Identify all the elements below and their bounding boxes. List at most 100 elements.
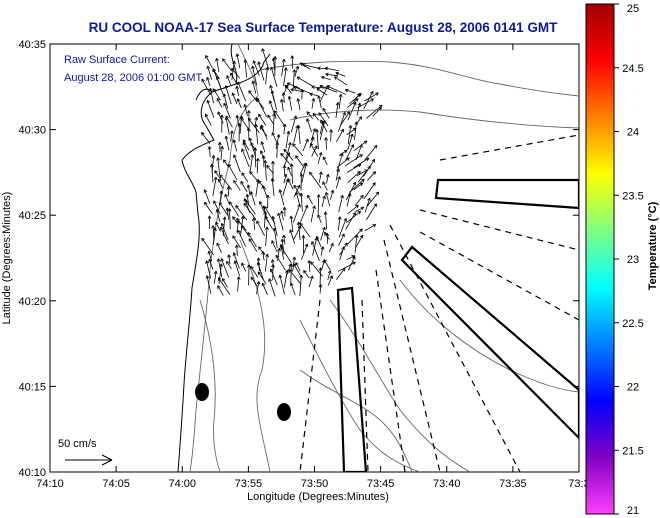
current-vector [211,225,216,240]
current-vector [264,206,276,224]
current-vector [270,90,277,110]
current-vector [292,263,302,276]
current-vector [344,88,356,94]
current-vector [204,113,212,126]
current-vector [322,156,328,166]
current-vector [364,224,377,232]
current-vector [271,132,278,143]
current-vector [296,125,301,144]
current-vector [246,127,251,141]
current-vector [216,242,222,253]
current-vector [226,75,232,85]
current-vector [336,128,344,143]
current-vector [327,270,332,281]
current-vector [275,134,281,149]
current-vector [301,243,309,260]
current-vector [300,89,305,100]
current-vector [299,173,304,191]
current-vector [338,194,344,213]
scale-label: 50 cm/s [58,438,97,450]
current-vector [261,48,269,69]
current-vector [243,104,248,117]
current-vector [312,237,318,256]
current-vector [256,281,261,295]
current-vector [282,178,289,196]
current-vector [344,154,363,167]
station-marker [277,403,291,421]
colorbar-tick-label: 24.5 [622,63,643,75]
current-vector [278,274,285,295]
current-vector [251,65,258,86]
current-vector [236,98,242,109]
current-vector [346,163,362,173]
current-vector [318,284,323,294]
y-axis-label: Latitude (Degrees:Minutes) [1,192,13,325]
y-tick-label: 40:25 [18,210,46,222]
current-vector [217,277,231,295]
current-vector [230,72,238,85]
current-vector [269,268,278,286]
current-vector [256,257,261,272]
map-area [49,43,580,473]
current-vector [265,67,270,85]
current-vector [233,260,240,277]
current-vector [232,235,241,249]
current-vector [258,113,267,126]
current-vector [323,259,331,271]
current-vector [219,174,233,190]
current-vector [354,234,359,253]
current-vector [347,228,363,245]
current-vector [367,171,377,181]
current-vector [226,260,232,270]
current-vector [249,191,256,206]
current-vector [215,76,224,95]
figure-title: RU COOL NOAA-17 Sea Surface Temperature:… [89,20,558,35]
current-vector [292,203,301,223]
current-vector [311,145,318,157]
current-vector [311,98,316,109]
current-vector [345,144,354,161]
current-vector [302,63,320,70]
current-vector [322,107,330,119]
current-vector [364,92,379,102]
current-vector [241,262,247,272]
current-vector [216,258,223,278]
current-vector [227,254,231,265]
station-marker [195,383,209,401]
current-vector [346,192,352,207]
current-vector [255,178,260,197]
x-tick-label: 73:40 [433,478,461,490]
current-vector [338,111,346,132]
current-vector [232,216,239,225]
current-vector [299,274,304,297]
current-vector [312,112,320,121]
current-vector [366,203,377,220]
current-vector [289,215,294,232]
current-vector [278,189,285,206]
current-vector [320,246,325,256]
current-vector [215,57,220,72]
current-vector [339,246,345,261]
current-vector [281,58,286,77]
current-vector [241,172,249,183]
current-vector [347,125,353,145]
current-vector [363,182,376,200]
current-vector [309,171,322,189]
current-vector [236,276,241,292]
current-vector [284,84,292,94]
current-vector [289,263,294,285]
current-vector [231,60,236,81]
current-vector [216,157,221,176]
current-vector [364,144,378,161]
surface-current-vectors [201,48,383,297]
current-vector [257,271,267,285]
current-vector [212,88,221,101]
current-vector [206,65,213,80]
current-vector [235,53,241,69]
current-vector [315,129,319,150]
current-vector [222,93,229,109]
current-vector [290,88,304,93]
current-vector [270,259,275,269]
current-vector [215,209,221,222]
current-vector [345,212,356,230]
